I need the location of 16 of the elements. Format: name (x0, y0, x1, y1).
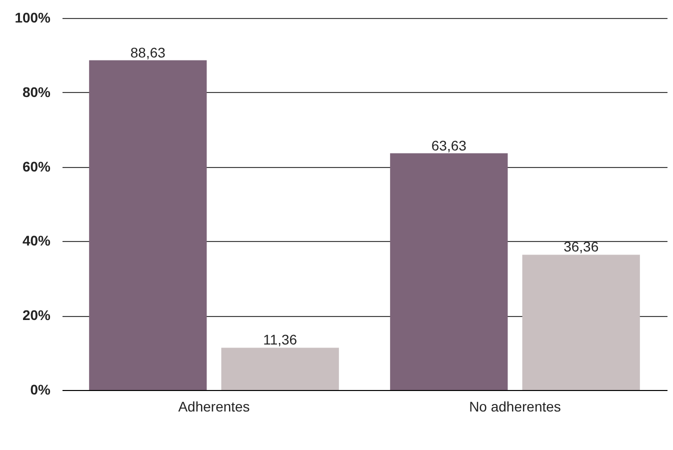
y-tick-label: 40% (22, 232, 52, 249)
y-tick-label: 80% (22, 84, 52, 100)
y-tick-label: 20% (22, 307, 52, 324)
bar (390, 153, 508, 390)
x-tick-label: No adherentes (469, 398, 561, 414)
bar (221, 348, 339, 390)
data-label: 11,36 (263, 332, 298, 348)
y-tick-label: 60% (22, 158, 52, 174)
x-tick-label: Adherentes (178, 398, 250, 414)
bar (522, 254, 640, 390)
bar (89, 60, 207, 390)
data-label: 88,63 (130, 44, 166, 60)
y-tick-label: 100% (14, 10, 52, 26)
data-label: 36,36 (564, 238, 599, 255)
data-label: 63,63 (431, 137, 467, 154)
y-tick-label: 0% (30, 382, 52, 398)
